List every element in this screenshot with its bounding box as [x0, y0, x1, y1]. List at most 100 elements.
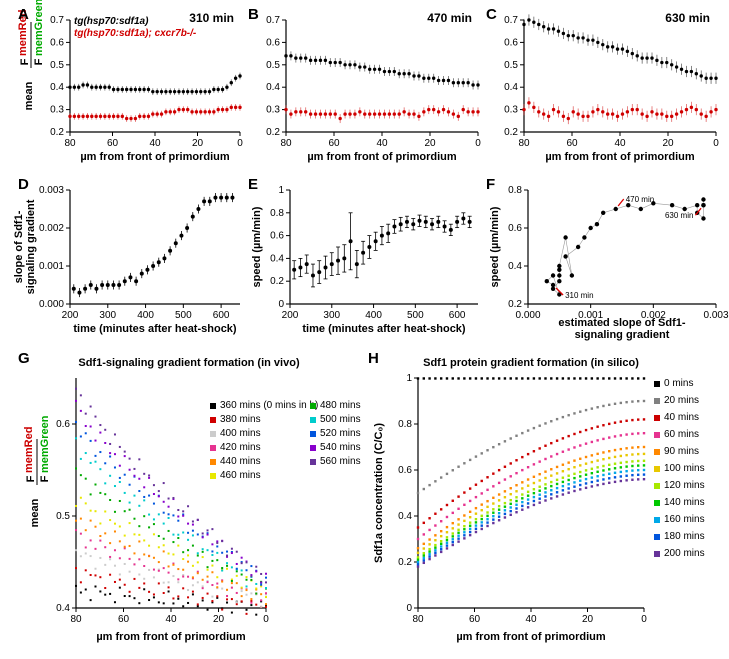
- chart-h: 80604020000.20.40.60.81µm from front of …: [366, 350, 722, 650]
- svg-text:60: 60: [328, 138, 340, 149]
- svg-text:0.5: 0.5: [56, 511, 70, 522]
- panel-b: B 8060402000.20.30.40.50.60.7µm from fro…: [246, 6, 484, 164]
- svg-text:470 min: 470 min: [626, 195, 654, 204]
- chart-f: 0.0000.0010.0020.0030.20.40.60.8estimate…: [484, 176, 722, 338]
- svg-text:40: 40: [149, 138, 161, 149]
- svg-text:600: 600: [449, 310, 466, 321]
- svg-text:0: 0: [263, 614, 269, 625]
- panel-a-label: A: [18, 6, 29, 23]
- svg-text:0: 0: [237, 138, 243, 149]
- chart-c: 8060402000.20.30.40.50.60.7µm from front…: [484, 6, 722, 164]
- panel-h: H 80604020000.20.40.60.81µm from front o…: [366, 350, 722, 650]
- svg-text:560 mins: 560 mins: [320, 456, 361, 467]
- svg-text:310 min: 310 min: [189, 11, 234, 25]
- svg-text:200: 200: [282, 310, 299, 321]
- svg-text:0.6: 0.6: [266, 37, 280, 48]
- svg-text:400: 400: [137, 310, 154, 321]
- svg-text:300: 300: [99, 310, 116, 321]
- figure-root: A 8060402000.20.30.40.50.60.7µm from fro…: [0, 0, 729, 659]
- svg-text:0.2: 0.2: [398, 557, 412, 568]
- svg-text:tg(hsp70:sdf1a); cxcr7b-/-: tg(hsp70:sdf1a); cxcr7b-/-: [74, 28, 197, 39]
- svg-text:480 mins: 480 mins: [320, 400, 361, 411]
- svg-text:90 mins: 90 mins: [664, 446, 699, 457]
- svg-text:0.2: 0.2: [50, 127, 64, 138]
- svg-text:630 min: 630 min: [665, 11, 710, 25]
- svg-text:0.5: 0.5: [504, 60, 518, 71]
- svg-text:0.6: 0.6: [508, 223, 522, 234]
- svg-text:20 mins: 20 mins: [664, 395, 699, 406]
- svg-text:0.6: 0.6: [50, 37, 64, 48]
- svg-text:0.000: 0.000: [39, 299, 64, 310]
- panel-f-label: F: [486, 176, 495, 193]
- svg-text:0: 0: [406, 603, 412, 614]
- svg-text:0.4: 0.4: [508, 261, 522, 272]
- chart-a: 8060402000.20.30.40.50.60.7µm from front…: [8, 6, 246, 164]
- svg-text:estimated slope of Sdf1-: estimated slope of Sdf1-: [558, 317, 685, 329]
- panel-a: A 8060402000.20.30.40.50.60.7µm from fro…: [8, 6, 246, 164]
- panel-d: D 2003004005006000.0000.0010.0020.003tim…: [8, 176, 246, 338]
- svg-text:0.002: 0.002: [39, 223, 64, 234]
- svg-text:180 mins: 180 mins: [664, 531, 705, 542]
- svg-text:520 mins: 520 mins: [320, 428, 361, 439]
- svg-text:40: 40: [614, 138, 626, 149]
- svg-text:0.5: 0.5: [50, 60, 64, 71]
- panel-g: G 8060402000.40.50.6µm from front of pri…: [8, 350, 366, 650]
- chart-d: 2003004005006000.0000.0010.0020.003time …: [8, 176, 246, 338]
- svg-text:mean: mean: [29, 498, 41, 527]
- panel-f: F 0.0000.0010.0020.0030.20.40.60.8estima…: [484, 176, 722, 338]
- svg-text:0: 0: [475, 138, 481, 149]
- svg-text:630 min: 630 min: [665, 211, 693, 220]
- svg-text:0.6: 0.6: [504, 37, 518, 48]
- svg-text:20: 20: [424, 138, 436, 149]
- svg-text:speed (µm/min): speed (µm/min): [489, 206, 501, 287]
- svg-text:310 min: 310 min: [565, 291, 593, 300]
- svg-text:0.4: 0.4: [56, 603, 70, 614]
- svg-text:20: 20: [213, 614, 225, 625]
- svg-text:80: 80: [64, 138, 76, 149]
- svg-text:0.7: 0.7: [50, 15, 64, 26]
- svg-text:slope of Sdf1-: slope of Sdf1-: [13, 210, 25, 283]
- panel-h-label: H: [368, 350, 379, 367]
- svg-text:mean: mean: [23, 81, 35, 110]
- svg-text:Sdf1-signaling gradient format: Sdf1-signaling gradient formation (in vi…: [78, 357, 300, 369]
- svg-text:0.4: 0.4: [398, 511, 412, 522]
- svg-text:µm from front of primordium: µm from front of primordium: [307, 151, 457, 163]
- svg-text:0: 0: [713, 138, 719, 149]
- svg-text:0.4: 0.4: [266, 82, 280, 93]
- svg-text:540 mins: 540 mins: [320, 442, 361, 453]
- svg-text:signaling gradient: signaling gradient: [25, 199, 37, 294]
- svg-text:500: 500: [175, 310, 192, 321]
- svg-text:0.2: 0.2: [508, 299, 522, 310]
- svg-text:60: 60: [107, 138, 119, 149]
- svg-text:0: 0: [278, 299, 284, 310]
- svg-text:µm from front of primordium: µm from front of primordium: [545, 151, 695, 163]
- svg-text:60: 60: [469, 614, 481, 625]
- svg-text:40: 40: [376, 138, 388, 149]
- svg-text:memGreen: memGreen: [39, 415, 51, 473]
- svg-text:200: 200: [62, 310, 79, 321]
- svg-text:0.7: 0.7: [266, 15, 280, 26]
- svg-text:120 mins: 120 mins: [664, 480, 705, 491]
- svg-text:40: 40: [525, 614, 537, 625]
- svg-text:0.3: 0.3: [504, 105, 518, 116]
- svg-text:100 mins: 100 mins: [664, 463, 705, 474]
- svg-text:20: 20: [662, 138, 674, 149]
- svg-text:0.6: 0.6: [56, 419, 70, 430]
- svg-text:memRed: memRed: [23, 427, 35, 473]
- panel-c: C 8060402000.20.30.40.50.60.7µm from fro…: [484, 6, 722, 164]
- svg-text:160 mins: 160 mins: [664, 514, 705, 525]
- svg-text:420 mins: 420 mins: [220, 442, 261, 453]
- svg-text:time (minutes after heat-shock: time (minutes after heat-shock): [302, 323, 466, 335]
- svg-text:0.000: 0.000: [515, 310, 540, 321]
- svg-text:40: 40: [165, 614, 177, 625]
- svg-text:40 mins: 40 mins: [664, 412, 699, 423]
- svg-text:0.2: 0.2: [270, 276, 284, 287]
- svg-text:speed (µm/min): speed (µm/min): [251, 206, 263, 287]
- panel-d-label: D: [18, 176, 29, 193]
- svg-text:470 min: 470 min: [427, 11, 472, 25]
- panel-e: E 20030040050060000.20.40.60.81time (min…: [246, 176, 484, 338]
- svg-text:0.003: 0.003: [703, 310, 728, 321]
- svg-text:time (minutes after heat-shock: time (minutes after heat-shock): [73, 323, 237, 335]
- svg-text:0.3: 0.3: [266, 105, 280, 116]
- svg-text:0.4: 0.4: [50, 82, 64, 93]
